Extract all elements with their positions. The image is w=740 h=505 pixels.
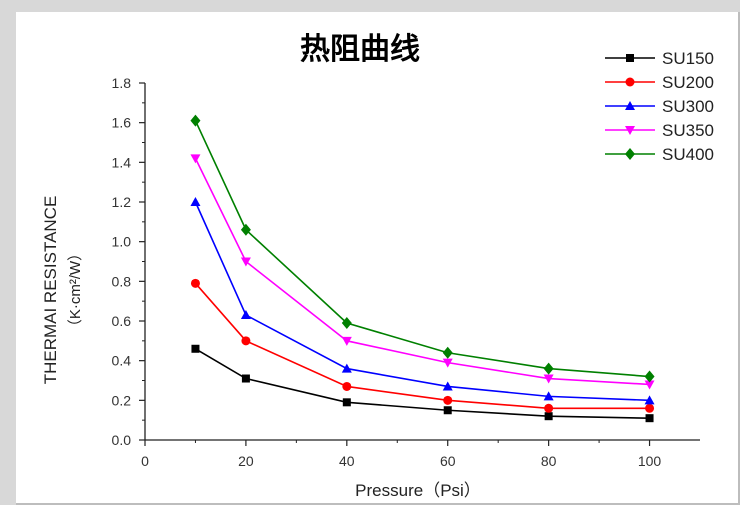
legend-marker [625, 126, 635, 135]
legend-marker [626, 54, 634, 62]
series-line [194, 201, 650, 402]
data-point [644, 395, 655, 405]
series-su400 [190, 114, 655, 383]
x-tick-label: 20 [238, 453, 254, 469]
data-point [240, 257, 251, 267]
data-point [190, 154, 201, 164]
data-point [191, 344, 200, 353]
legend-marker [625, 101, 635, 110]
data-point [644, 380, 655, 390]
chart-title: 热阻曲线 [300, 32, 420, 67]
y-axis-title: THERMAI RESISTANCE [41, 196, 60, 385]
y-tick-label: 1.4 [112, 154, 132, 170]
data-point [442, 358, 453, 368]
data-point [241, 374, 250, 383]
series-su150 [191, 344, 654, 423]
data-point [645, 403, 655, 413]
chart-panel [16, 12, 740, 505]
legend-label: SU150 [662, 49, 714, 68]
data-point [342, 398, 351, 407]
y-tick-label: 0.2 [112, 392, 132, 408]
data-point [543, 374, 554, 384]
data-point [443, 395, 453, 405]
legend-item-su300: SU300 [605, 97, 714, 116]
series-line [194, 120, 650, 378]
legend-label: SU350 [662, 121, 714, 140]
y-tick-label: 0.0 [112, 432, 132, 448]
y-tick-label: 1.0 [112, 234, 132, 250]
y-tick-label: 1.8 [112, 75, 132, 91]
data-point [240, 223, 251, 236]
series-su300 [190, 197, 655, 405]
data-point [241, 336, 251, 346]
data-point [443, 406, 452, 415]
data-point [341, 363, 352, 373]
data-point [544, 412, 553, 421]
legend-item-su150: SU150 [605, 49, 714, 68]
x-tick-label: 0 [141, 453, 149, 469]
data-point [341, 336, 352, 346]
series-line [194, 158, 650, 386]
data-point [543, 391, 554, 401]
y-tick-label: 1.2 [112, 194, 132, 210]
data-point [442, 381, 453, 391]
data-point [240, 310, 251, 320]
series-su200 [190, 278, 655, 413]
y-tick-label: 0.4 [112, 353, 132, 369]
legend-label: SU200 [662, 73, 714, 92]
x-tick-label: 40 [339, 453, 355, 469]
legend-label: SU300 [662, 97, 714, 116]
data-point [442, 346, 453, 359]
data-point [342, 381, 352, 391]
series-line [195, 348, 650, 419]
series-su350 [190, 154, 655, 390]
legend-item-su200: SU200 [605, 73, 714, 92]
series-layer [190, 114, 655, 423]
data-point [190, 278, 200, 288]
y-tick-label: 0.8 [112, 273, 132, 289]
y-axis-unit: （K·cm²/W） [67, 246, 84, 334]
data-point [543, 362, 554, 375]
data-point [341, 316, 352, 329]
data-point [644, 370, 655, 383]
series-line [194, 282, 650, 410]
legend-item-su350: SU350 [605, 121, 714, 140]
x-tick-label: 80 [541, 453, 557, 469]
data-point [190, 114, 201, 127]
y-tick-label: 0.6 [112, 313, 132, 329]
legend: SU150 SU200 SU300 SU350 SU400 [605, 49, 714, 164]
data-point [190, 197, 201, 206]
data-point [544, 403, 554, 413]
data-point [645, 414, 654, 423]
axes: 0 20 40 60 80 100 0.0 0.2 0.4 0.6 0.8 1.0 1.2 1.4 1.6 1… [112, 75, 700, 469]
y-tick-label: 1.6 [112, 115, 132, 131]
legend-marker [625, 77, 635, 87]
legend-marker [625, 148, 635, 160]
x-tick-label: 60 [440, 453, 456, 469]
legend-item-su400: SU400 [605, 145, 714, 164]
x-axis-title: Pressure（Psi） [355, 481, 481, 500]
x-tick-label: 100 [638, 453, 662, 469]
legend-label: SU400 [662, 145, 714, 164]
